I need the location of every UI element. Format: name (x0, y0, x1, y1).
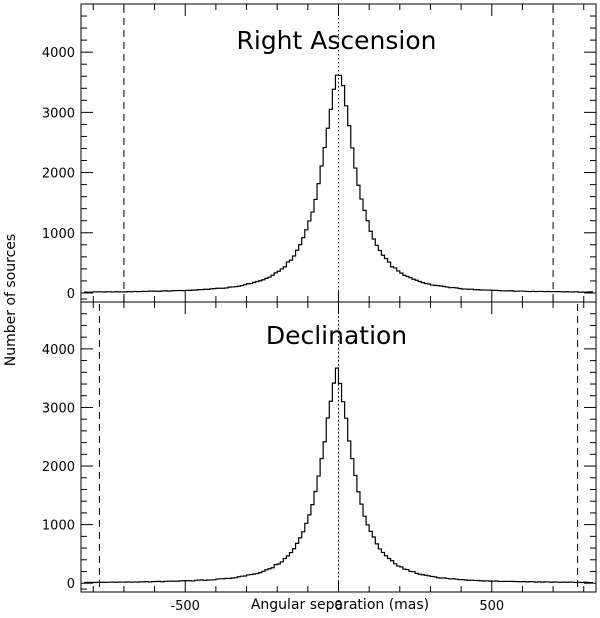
y-axis-title: Number of sources (3, 234, 19, 366)
x-axis-title: Angular separation (mas) (251, 597, 429, 613)
panel-title: Declination (266, 321, 407, 350)
y-tick-label: 1000 (42, 227, 75, 242)
y-tick-label: 0 (67, 287, 75, 302)
histogram-steps (84, 74, 593, 293)
histogram-steps (84, 367, 593, 584)
panel-declination: 0 1000 2000 3000 4000 -500 0 500 Declination (42, 301, 597, 614)
panel-title: Right Ascension (237, 26, 437, 55)
y-tick-label: 3000 (42, 106, 75, 121)
x-tick-label: 0 (334, 599, 342, 613)
y-tick-label: 3000 (42, 401, 75, 416)
y-tick-label: 1000 (42, 519, 75, 534)
y-tick-label: 4000 (42, 46, 75, 61)
y-tick-label: 2000 (42, 167, 75, 182)
y-tick-label: 0 (67, 577, 75, 592)
panel-right-ascension: 0 1000 2000 3000 4000 Right Ascension (42, 3, 597, 303)
y-tick-label: 4000 (42, 343, 75, 358)
x-tick-label: -500 (170, 599, 200, 613)
x-tick-label: 500 (479, 599, 504, 613)
y-tick-label: 2000 (42, 460, 75, 475)
